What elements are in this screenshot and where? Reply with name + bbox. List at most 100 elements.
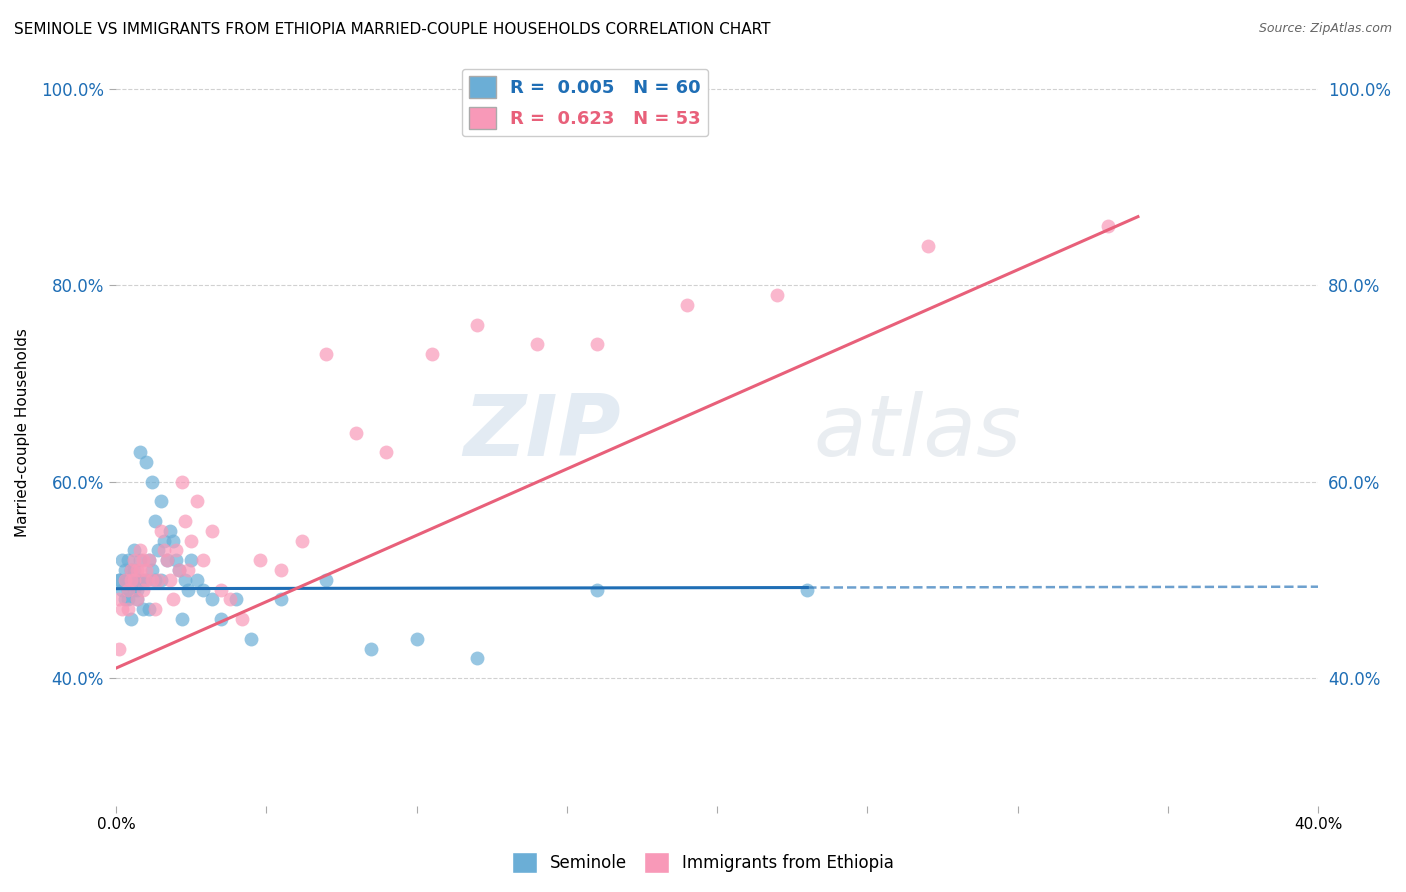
Point: [162, 592, 184, 607]
Point: [186, 494, 208, 508]
Point: [143, 514, 166, 528]
Point: [108, 641, 131, 656]
Point: [120, 573, 142, 587]
Point: [249, 553, 271, 567]
Y-axis label: Married-couple Households: Married-couple Households: [15, 328, 30, 537]
Point: [135, 573, 157, 587]
Point: [111, 553, 134, 567]
Point: [146, 543, 169, 558]
Point: [291, 533, 314, 548]
Point: [170, 475, 193, 489]
Point: [270, 592, 292, 607]
Point: [405, 632, 427, 646]
Point: [917, 239, 939, 253]
Point: [240, 632, 263, 646]
Point: [141, 475, 163, 489]
Point: [180, 553, 202, 567]
Point: [150, 494, 173, 508]
Text: atlas: atlas: [813, 391, 1021, 474]
Point: [375, 445, 398, 459]
Point: [153, 543, 176, 558]
Point: [120, 612, 142, 626]
Point: [129, 553, 152, 567]
Point: [122, 543, 145, 558]
Point: [146, 573, 169, 587]
Point: [526, 337, 548, 351]
Point: [125, 592, 148, 607]
Point: [766, 288, 789, 302]
Point: [231, 612, 253, 626]
Point: [108, 573, 131, 587]
Legend: Seminole, Immigrants from Ethiopia: Seminole, Immigrants from Ethiopia: [505, 846, 901, 880]
Point: [120, 563, 142, 577]
Point: [174, 514, 197, 528]
Point: [315, 347, 337, 361]
Point: [125, 592, 148, 607]
Point: [129, 563, 152, 577]
Point: [135, 573, 157, 587]
Point: [114, 573, 136, 587]
Point: [153, 533, 176, 548]
Point: [586, 582, 609, 597]
Point: [125, 582, 148, 597]
Point: [201, 592, 224, 607]
Point: [186, 573, 208, 587]
Point: [129, 445, 152, 459]
Point: [159, 573, 181, 587]
Point: [117, 592, 139, 607]
Point: [129, 573, 152, 587]
Point: [125, 573, 148, 587]
Point: [122, 563, 145, 577]
Point: [225, 592, 247, 607]
Point: [465, 318, 488, 332]
Point: [114, 563, 136, 577]
Point: [796, 582, 818, 597]
Point: [167, 563, 190, 577]
Point: [138, 553, 160, 567]
Point: [141, 573, 163, 587]
Point: [117, 582, 139, 597]
Point: [143, 602, 166, 616]
Text: Source: ZipAtlas.com: Source: ZipAtlas.com: [1258, 22, 1392, 36]
Point: [167, 563, 190, 577]
Point: [156, 553, 179, 567]
Point: [120, 563, 142, 577]
Point: [191, 582, 214, 597]
Point: [180, 533, 202, 548]
Point: [209, 582, 232, 597]
Text: SEMINOLE VS IMMIGRANTS FROM ETHIOPIA MARRIED-COUPLE HOUSEHOLDS CORRELATION CHART: SEMINOLE VS IMMIGRANTS FROM ETHIOPIA MAR…: [14, 22, 770, 37]
Point: [191, 553, 214, 567]
Point: [108, 573, 131, 587]
Point: [344, 425, 367, 440]
Point: [114, 592, 136, 607]
Point: [108, 592, 131, 607]
Point: [165, 553, 187, 567]
Point: [111, 582, 134, 597]
Point: [165, 543, 187, 558]
Point: [114, 573, 136, 587]
Point: [209, 612, 232, 626]
Point: [117, 573, 139, 587]
Point: [122, 582, 145, 597]
Point: [132, 573, 155, 587]
Point: [135, 563, 157, 577]
Point: [159, 524, 181, 538]
Point: [132, 553, 155, 567]
Point: [122, 573, 145, 587]
Point: [177, 582, 200, 597]
Point: [174, 573, 197, 587]
Point: [219, 592, 242, 607]
Point: [125, 563, 148, 577]
Point: [143, 573, 166, 587]
Point: [122, 573, 145, 587]
Point: [360, 641, 382, 656]
Point: [138, 553, 160, 567]
Point: [150, 524, 173, 538]
Point: [117, 582, 139, 597]
Point: [586, 337, 609, 351]
Point: [150, 573, 173, 587]
Point: [270, 563, 292, 577]
Point: [122, 553, 145, 567]
Text: ZIP: ZIP: [464, 391, 621, 474]
Point: [420, 347, 443, 361]
